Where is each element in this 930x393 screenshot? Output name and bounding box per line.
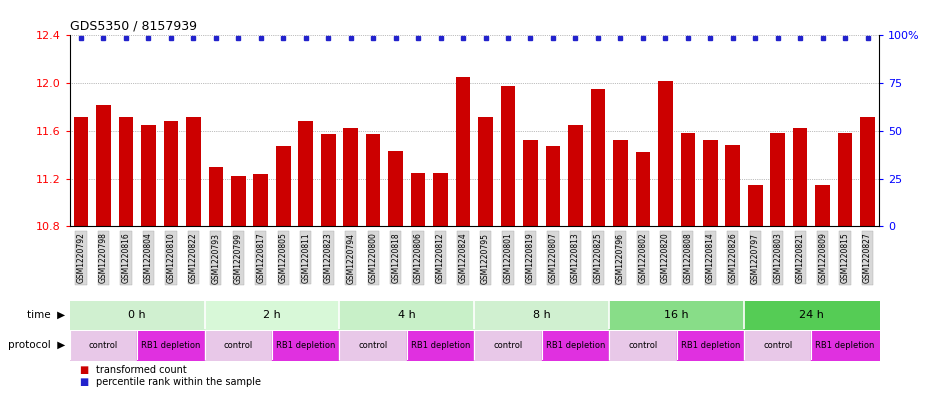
Bar [748, 185, 763, 226]
Bar [73, 117, 88, 226]
Bar [478, 117, 493, 226]
Bar [568, 125, 583, 226]
Bar [635, 152, 650, 226]
Text: 4 h: 4 h [398, 310, 416, 320]
Text: 16 h: 16 h [664, 310, 689, 320]
Bar [141, 125, 155, 226]
Bar [793, 129, 807, 226]
Text: transformed count: transformed count [96, 365, 187, 375]
Bar [860, 117, 875, 226]
Bar [365, 134, 380, 226]
Text: RB1 depletion: RB1 depletion [816, 341, 875, 350]
Bar [703, 140, 718, 226]
Bar [681, 133, 695, 226]
Text: RB1 depletion: RB1 depletion [681, 341, 740, 350]
Text: 2 h: 2 h [263, 310, 281, 320]
Text: ■: ■ [79, 377, 88, 387]
Bar [546, 146, 560, 226]
Text: control: control [359, 341, 388, 350]
Bar [591, 89, 605, 226]
Bar [389, 151, 403, 226]
Text: percentile rank within the sample: percentile rank within the sample [96, 377, 260, 387]
Text: control: control [764, 341, 792, 350]
Text: RB1 depletion: RB1 depletion [276, 341, 336, 350]
Text: 0 h: 0 h [128, 310, 146, 320]
Text: protocol  ▶: protocol ▶ [7, 340, 65, 351]
Bar [186, 117, 201, 226]
Text: RB1 depletion: RB1 depletion [546, 341, 605, 350]
Text: 24 h: 24 h [799, 310, 824, 320]
Bar [96, 105, 111, 226]
Bar [500, 86, 515, 226]
Bar [658, 81, 672, 226]
Text: control: control [494, 341, 523, 350]
Bar [433, 173, 448, 226]
Text: RB1 depletion: RB1 depletion [411, 341, 471, 350]
Text: 8 h: 8 h [533, 310, 551, 320]
Bar [725, 145, 740, 226]
Bar [208, 167, 223, 226]
Text: GDS5350 / 8157939: GDS5350 / 8157939 [70, 20, 197, 33]
Bar [524, 140, 538, 226]
Text: RB1 depletion: RB1 depletion [141, 341, 201, 350]
Bar [299, 121, 313, 226]
Text: time  ▶: time ▶ [27, 310, 65, 320]
Bar [119, 117, 133, 226]
Bar [456, 77, 471, 226]
Bar [613, 140, 628, 226]
Bar [164, 121, 179, 226]
Bar [838, 133, 853, 226]
Bar [276, 146, 290, 226]
Bar [816, 185, 830, 226]
Bar [321, 134, 336, 226]
Text: control: control [224, 341, 253, 350]
Text: ■: ■ [79, 365, 88, 375]
Bar [254, 174, 268, 226]
Bar [231, 176, 246, 226]
Bar [411, 173, 425, 226]
Bar [770, 133, 785, 226]
Text: control: control [89, 341, 118, 350]
Text: control: control [629, 341, 658, 350]
Bar [343, 129, 358, 226]
